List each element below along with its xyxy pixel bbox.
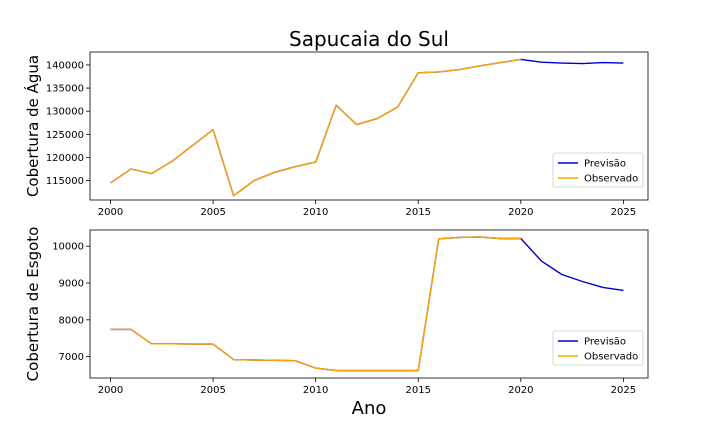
y-axis-label: Cobertura de Água	[23, 55, 42, 197]
x-tick-label: 2000	[98, 385, 123, 396]
y-tick-label: 125000	[46, 130, 84, 141]
x-tick-label: 2010	[303, 207, 328, 218]
plot-frame	[89, 51, 649, 201]
legend-label: Observado	[584, 352, 638, 363]
series-line-previsao	[110, 236, 624, 372]
y-tick-label: 135000	[46, 84, 84, 95]
panel-1: 2000 2005 2010 2015 2020 2025 115000 120000 1250…	[23, 51, 649, 218]
x-tick-label: 2015	[406, 385, 431, 396]
legend-label: Previsão	[584, 337, 626, 348]
x-tick-label: 2005	[200, 207, 225, 218]
chart-title: Sapucaia do Sul	[289, 27, 449, 51]
y-tick-label: 130000	[46, 107, 84, 118]
y-tick-label: 115000	[46, 176, 84, 187]
x-tick-label: 2015	[406, 207, 431, 218]
y-tick-label: 10000	[52, 242, 84, 253]
series-line-previsao	[110, 58, 624, 197]
x-tick-label: 2005	[200, 385, 225, 396]
x-tick-label: 2000	[98, 207, 123, 218]
panel-2: 2000 2005 2010 2015 2020 2025 7000 8000 9000 1000…	[24, 227, 649, 396]
y-axis-label: Cobertura de Esgoto	[24, 227, 42, 382]
y-tick-label: 120000	[46, 153, 84, 164]
y-tick-label: 9000	[59, 279, 84, 290]
plot-frame	[89, 229, 649, 379]
y-tick-label: 8000	[59, 315, 84, 326]
x-tick-label: 2020	[508, 385, 533, 396]
legend: Previsão Observado	[552, 330, 644, 366]
legend-label: Observado	[584, 174, 638, 185]
x-tick-label: 2025	[611, 385, 636, 396]
x-tick-label: 2020	[508, 207, 533, 218]
x-axis-label: Ano	[352, 398, 387, 419]
x-tick-label: 2010	[303, 385, 328, 396]
y-tick-label: 140000	[46, 60, 84, 71]
y-tick-label: 7000	[59, 352, 84, 363]
series-line-observado	[110, 236, 521, 372]
series-line-observado	[110, 58, 521, 197]
x-tick-label: 2025	[611, 207, 636, 218]
legend-label: Previsão	[584, 159, 626, 170]
legend: Previsão Observado	[552, 152, 644, 188]
